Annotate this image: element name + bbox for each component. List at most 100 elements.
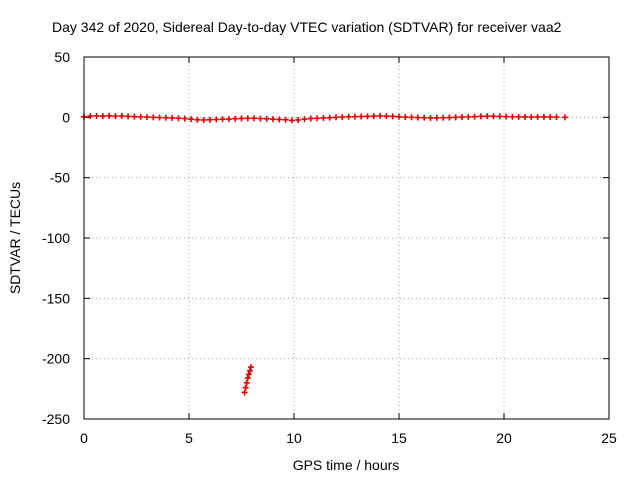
data-point [118, 112, 125, 119]
data-point [333, 114, 339, 121]
data-point [213, 116, 220, 123]
data-point [389, 113, 396, 120]
data-point [408, 114, 415, 121]
data-point [540, 113, 547, 120]
x-tick-label: 20 [496, 430, 512, 446]
data-point [276, 116, 283, 123]
data-point [175, 115, 182, 122]
data-point [414, 114, 421, 121]
data-point [339, 114, 346, 121]
data-point [553, 114, 560, 121]
data-point [270, 116, 276, 123]
data-point [351, 113, 358, 120]
data-point [427, 114, 434, 121]
data-point [144, 114, 150, 121]
y-tick-label: -150 [42, 290, 70, 306]
data-point [383, 113, 390, 120]
data-point [561, 114, 568, 121]
data-point [106, 112, 113, 119]
data-point [509, 113, 516, 120]
data-point [396, 113, 402, 120]
y-tick-label: -100 [42, 230, 70, 246]
data-point [282, 116, 289, 123]
data-point [370, 113, 377, 120]
data-series-sdtvar [81, 112, 568, 396]
data-point [364, 113, 371, 120]
data-point [112, 113, 119, 120]
data-point [320, 114, 327, 121]
data-point [503, 113, 510, 120]
data-point [125, 113, 132, 120]
y-tick-label: -250 [42, 411, 70, 427]
data-point [244, 374, 251, 381]
data-point [225, 116, 232, 123]
data-point [477, 113, 484, 120]
data-point [496, 113, 503, 120]
data-point [137, 113, 144, 120]
data-point [238, 115, 245, 122]
y-axis-label: SDTVAR / TECUs [7, 182, 23, 294]
data-point [200, 116, 207, 123]
grid-lines [84, 57, 609, 419]
data-point [433, 114, 440, 121]
x-tick-label: 15 [391, 430, 407, 446]
data-point [295, 116, 302, 123]
data-point [459, 114, 465, 121]
data-point [244, 115, 251, 122]
data-point [87, 113, 94, 120]
y-tick-label: -200 [42, 351, 70, 367]
data-point [162, 114, 169, 121]
data-point [150, 114, 157, 121]
data-point [522, 113, 528, 120]
data-point [288, 117, 295, 124]
data-point [345, 113, 352, 120]
data-point [242, 384, 249, 391]
x-axis-label: GPS time / hours [293, 457, 400, 473]
data-point [490, 113, 497, 120]
data-point [307, 115, 314, 122]
data-point [99, 113, 106, 120]
data-point [301, 116, 308, 123]
data-point [243, 379, 250, 386]
data-point [377, 112, 384, 119]
x-tick-label: 0 [80, 430, 88, 446]
data-point [452, 114, 459, 121]
data-point [263, 115, 270, 122]
data-point [131, 113, 138, 120]
x-tick-label: 25 [601, 430, 617, 446]
x-tick-label: 5 [185, 430, 193, 446]
x-tick-label: 10 [286, 430, 302, 446]
data-point [246, 367, 253, 374]
data-point [465, 113, 472, 120]
data-point [326, 114, 333, 121]
data-point [314, 115, 321, 122]
data-point [471, 113, 478, 120]
data-point [156, 114, 163, 121]
data-point [93, 112, 100, 119]
data-point [245, 371, 252, 378]
data-point [257, 115, 264, 122]
chart-title: Day 342 of 2020, Sidereal Day-to-day VTE… [52, 19, 562, 35]
data-point [251, 115, 258, 122]
data-point [241, 389, 248, 396]
data-point [232, 115, 239, 122]
plot-frame [83, 56, 610, 420]
data-point [181, 115, 188, 122]
data-point [219, 116, 226, 123]
data-point [446, 114, 453, 121]
data-point [207, 116, 213, 123]
y-tick-label: -50 [50, 170, 70, 186]
data-point [484, 113, 491, 120]
data-point [247, 364, 254, 371]
data-point [402, 114, 409, 121]
data-point [534, 113, 541, 120]
data-point [194, 116, 201, 123]
data-point [188, 116, 195, 123]
data-point [169, 114, 176, 121]
data-point [440, 114, 447, 121]
data-point [515, 113, 522, 120]
axis-ticks: 0 5 10 15 20 25 -250 -200 -150 -100 -50 0 50 [42, 49, 617, 446]
y-tick-label: 0 [62, 109, 70, 125]
data-point [358, 113, 365, 120]
